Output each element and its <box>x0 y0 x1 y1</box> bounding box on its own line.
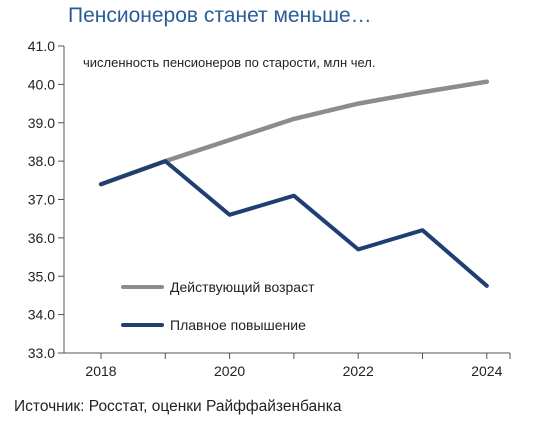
y-axis-ticks: 33.0 34.0 35.0 36.0 37.0 38.0 39.0 40.0 41.0 <box>28 38 64 361</box>
legend: Действующий возраст Плавное повышение <box>121 279 315 333</box>
y-tick-label: 39.0 <box>28 115 55 131</box>
y-tick-label: 37.0 <box>28 192 55 208</box>
series-lines <box>98 79 490 288</box>
y-tick-label: 33.0 <box>28 345 55 361</box>
x-tick-label: 2022 <box>343 363 374 379</box>
y-tick-label: 40.0 <box>28 76 55 92</box>
x-tick-label: 2018 <box>85 363 116 379</box>
source-note: Источник: Росстат, оценки Райффайзенбанк… <box>14 398 342 415</box>
y-tick-label: 36.0 <box>28 230 55 246</box>
x-tick-label: 2024 <box>471 363 502 379</box>
x-axis-ticks: 2018 2020 2022 2024 <box>85 353 511 379</box>
x-tick-label: 2020 <box>214 363 245 379</box>
series-line-1 <box>98 79 490 187</box>
y-tick-label: 38.0 <box>28 153 55 169</box>
legend-label-1: Действующий возраст <box>170 279 315 295</box>
series-line-2 <box>99 159 489 288</box>
chart-annotation: численность пенсионеров по старости, млн… <box>83 55 376 70</box>
y-tick-label: 41.0 <box>28 38 55 54</box>
legend-label-2: Плавное повышение <box>170 317 306 333</box>
chart-title: Пенсионеров станет меньше… <box>68 4 372 27</box>
y-tick-label: 34.0 <box>28 307 55 323</box>
y-tick-label: 35.0 <box>28 268 55 284</box>
